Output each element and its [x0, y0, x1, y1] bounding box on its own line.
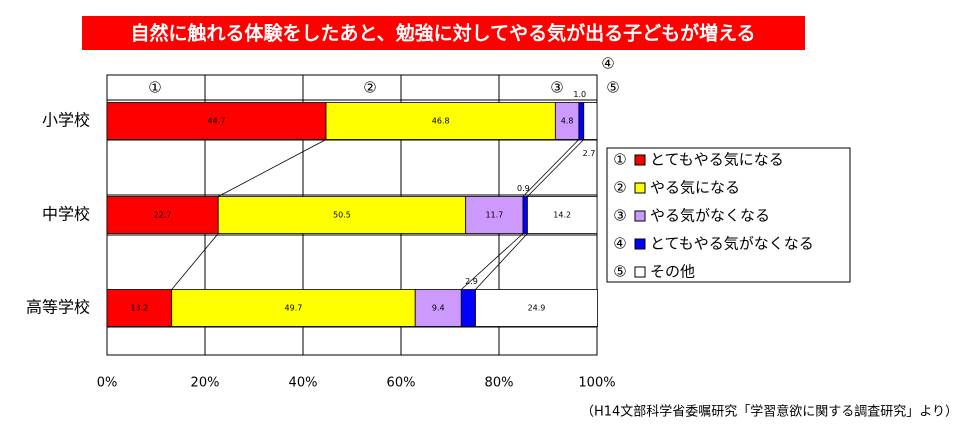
series-symbol: ④: [601, 55, 614, 73]
data-label: 4.8: [561, 117, 574, 126]
y-tick-label: 小学校: [42, 111, 90, 130]
connector: [461, 233, 524, 290]
legend-label: とてもやる気がなくなる: [650, 235, 814, 253]
series-symbol: ③: [550, 79, 563, 97]
bar-segment: [460, 289, 476, 327]
data-label: 49.7: [285, 304, 303, 313]
bar-segment: [527, 196, 598, 234]
legend-label: やる気がなくなる: [650, 207, 770, 225]
connector: [475, 233, 528, 290]
series-symbol: ⑤: [606, 79, 619, 97]
legend-symbol: ⑤: [613, 263, 626, 281]
legend-swatch: [634, 266, 646, 278]
data-label: 46.8: [432, 117, 450, 126]
x-tick-label: 80%: [485, 376, 514, 391]
legend-box: [606, 147, 851, 283]
legend-symbol: ④: [613, 235, 626, 253]
bar-segment: [171, 289, 416, 327]
legend-symbol: ①: [613, 151, 626, 169]
y-tick-label: 高等学校: [26, 298, 90, 317]
data-label: 13.2: [130, 304, 148, 313]
bar-segment: [475, 289, 598, 327]
x-tick-label: 60%: [387, 376, 416, 391]
data-label: 50.5: [333, 211, 351, 220]
legend-swatch: [634, 154, 646, 166]
legend-label: とてもやる気になる: [650, 151, 784, 169]
data-label: 1.0: [573, 90, 586, 99]
data-label: 9.4: [432, 304, 445, 313]
data-label: 22.7: [154, 211, 172, 220]
legend-swatch: [634, 182, 646, 194]
connector: [527, 139, 585, 197]
data-label: 14.2: [553, 211, 571, 220]
x-tick-label: 40%: [289, 376, 318, 391]
x-tick-label: 100%: [578, 376, 615, 391]
connector: [218, 139, 327, 197]
x-tick-label: 0%: [97, 376, 118, 391]
legend-symbol: ③: [613, 207, 626, 225]
legend-label: その他: [650, 263, 695, 281]
legend-swatch: [634, 238, 646, 250]
data-label: 2.7: [583, 149, 596, 158]
series-symbol: ②: [363, 79, 376, 97]
data-label: 11.7: [485, 211, 503, 220]
title-banner: [82, 16, 805, 50]
bar-segment: [325, 102, 556, 140]
legend-swatch: [634, 210, 646, 222]
legend-label: やる気になる: [650, 179, 740, 197]
bar-segment: [583, 102, 598, 140]
bar-segment: [578, 102, 585, 140]
data-label: 24.9: [528, 304, 546, 313]
legend-symbol: ②: [613, 179, 626, 197]
data-label: 0.9: [517, 184, 530, 193]
data-label: 2.9: [465, 277, 478, 286]
bar-segment: [217, 196, 467, 234]
data-label: 44.7: [208, 117, 226, 126]
bar-segment: [106, 289, 173, 327]
bar-segment: [106, 102, 327, 140]
bar-segment: [414, 289, 462, 327]
chart-title: 自然に触れる体験をしたあと、勉強に対してやる気が出る子どもが増える: [130, 22, 755, 45]
connector: [171, 233, 219, 290]
x-tick-label: 20%: [191, 376, 220, 391]
series-symbol: ①: [148, 79, 161, 97]
bar-segment: [522, 196, 528, 234]
y-tick-label: 中学校: [42, 205, 90, 224]
connector: [522, 139, 580, 197]
source-note: （H14文部科学省委嘱研究「学習意欲に関する調査研究」より）: [581, 404, 958, 420]
